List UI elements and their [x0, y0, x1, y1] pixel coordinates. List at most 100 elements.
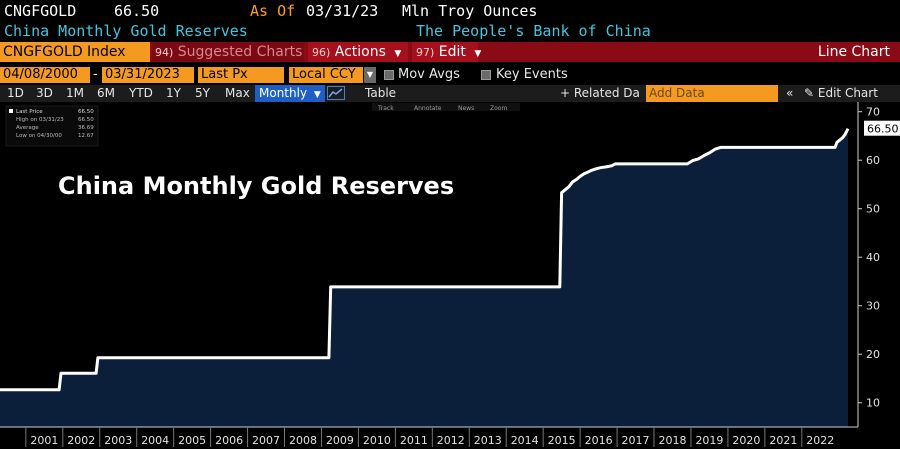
legend-high-value: 66.50 — [78, 117, 94, 123]
units-label: Mln Troy Ounces — [402, 2, 538, 20]
y-tick-label: 50 — [866, 203, 880, 216]
x-tick-label: 2006 — [215, 434, 243, 447]
range-button-ytd[interactable]: YTD — [129, 86, 153, 100]
start-date-field[interactable]: 04/08/2000 — [0, 67, 90, 83]
y-tick-label: 60 — [866, 154, 880, 167]
x-tick-label: 2004 — [141, 434, 169, 447]
add-data-input[interactable]: Add Data — [646, 85, 778, 102]
data-source: The People's Bank of China — [416, 22, 651, 40]
x-tick-label: 2008 — [289, 434, 317, 447]
currency-dropdown-icon[interactable]: ▼ — [364, 67, 376, 83]
edit-chart-button[interactable]: ✎ Edit Chart — [804, 85, 878, 102]
series-line — [0, 128, 850, 392]
range-button-3d[interactable]: 3D — [36, 86, 53, 100]
x-tick-label: 2013 — [474, 434, 502, 447]
price-field-select[interactable]: Last Px — [198, 67, 284, 83]
currency-select[interactable]: Local CCY — [289, 67, 363, 83]
annotate-tool[interactable]: Annotate — [414, 105, 442, 112]
range-toolbar: 1D 3D 1M 6M YTD 1Y 5Y Max Monthly ▼ Tabl… — [0, 85, 900, 102]
end-date-field[interactable]: 03/31/2023 — [102, 67, 194, 83]
x-tick-label: 2003 — [104, 434, 132, 447]
legend-swatch — [9, 109, 13, 113]
caret-down-icon: ▼ — [313, 90, 321, 100]
chart-overlay-title: China Monthly Gold Reserves — [58, 172, 454, 200]
edit-number: 97) — [416, 46, 435, 59]
line-chart[interactable]: Track Annotate News Zoom 10 20 30 40 50 60 70 2… — [0, 102, 900, 449]
y-tick-label: 20 — [866, 348, 880, 361]
ticker: CNGFGOLD — [4, 2, 77, 20]
security-header: CNGFGOLD 66.50 As Of 03/31/23 Mln Troy O… — [0, 0, 900, 22]
legend-average-label: Average — [16, 125, 39, 131]
table-button[interactable]: Table — [365, 86, 397, 100]
track-tool[interactable]: Track — [377, 105, 394, 112]
caret-down-icon: ▼ — [474, 49, 482, 59]
range-button-1m[interactable]: 1M — [66, 86, 84, 100]
security-description: China Monthly Gold Reserves — [4, 22, 248, 40]
x-tick-label: 2015 — [548, 434, 576, 447]
series-area — [0, 128, 848, 427]
menu-bar: CNGFGOLD Index 94) Suggested Charts 96) … — [0, 42, 900, 62]
key-events-checkbox[interactable] — [481, 70, 491, 80]
x-tick-label: 2020 — [732, 434, 760, 447]
legend-box: Last Price 66.50 High on 03/31/23 66.50 … — [5, 105, 99, 147]
suggested-charts-number: 94) — [155, 46, 174, 59]
x-tick-label: 2007 — [252, 434, 280, 447]
legend-low-label: Low on 04/30/00 — [16, 133, 62, 139]
edit-menu[interactable]: 97) Edit ▼ — [412, 42, 482, 62]
zoom-tool[interactable]: Zoom — [490, 105, 507, 112]
x-tick-label: 2014 — [511, 434, 539, 447]
legend-last-price-value: 66.50 — [78, 109, 94, 115]
y-tick-label: 30 — [866, 300, 880, 313]
caret-down-icon: ▼ — [394, 49, 402, 59]
as-of-label: As Of — [250, 2, 296, 20]
x-tick-label: 2002 — [67, 434, 95, 447]
collapse-icon[interactable]: « — [786, 86, 794, 100]
legend-last-price-label: Last Price — [16, 109, 43, 115]
mov-avgs-checkbox[interactable] — [384, 70, 394, 80]
news-tool[interactable]: News — [458, 105, 474, 112]
x-tick-label: 2019 — [695, 434, 723, 447]
mov-avgs-label: Mov Avgs — [398, 67, 460, 82]
x-tick-label: 2018 — [658, 434, 686, 447]
x-tick-label: 2005 — [178, 434, 206, 447]
legend-average-value: 36.69 — [78, 125, 94, 131]
y-tick-label: 70 — [866, 106, 880, 119]
y-tick-label: 40 — [866, 251, 880, 264]
chart-subtools: Track Annotate News Zoom — [372, 103, 520, 112]
related-data-button[interactable]: + Related Data — [560, 86, 640, 100]
plot-area: 10 20 30 40 50 60 70 2001 2002 2003 2004 2005 2006 20… — [0, 102, 880, 447]
line-chart-icon[interactable] — [327, 85, 349, 102]
last-value-label: 66.50 — [867, 123, 899, 136]
range-button-max[interactable]: Max — [225, 86, 250, 100]
frequency-label: Monthly — [259, 86, 308, 100]
legend-high-label: High on 03/31/23 — [16, 117, 64, 123]
last-value-tag: 66.50 — [864, 120, 900, 136]
range-button-1y[interactable]: 1Y — [166, 86, 181, 100]
security-description-row: China Monthly Gold Reserves The People's… — [0, 20, 900, 42]
date-separator: - — [93, 67, 98, 82]
last-price: 66.50 — [114, 2, 160, 20]
pencil-icon: ✎ — [804, 86, 815, 100]
frequency-select[interactable]: Monthly ▼ — [255, 85, 325, 102]
security-index-field[interactable]: CNGFGOLD Index — [0, 42, 150, 62]
suggested-charts-menu[interactable]: 94) Suggested Charts — [152, 42, 304, 62]
x-tick-label: 2012 — [437, 434, 465, 447]
x-tick-label: 2001 — [30, 434, 58, 447]
x-tick-label: 2011 — [400, 434, 428, 447]
x-tick-label: 2022 — [806, 434, 834, 447]
legend-low-value: 12.67 — [78, 133, 94, 139]
chart-controls-row: 04/08/2000 - 03/31/2023 Last Px Local CC… — [0, 66, 900, 84]
x-tick-label: 2016 — [585, 434, 613, 447]
actions-menu[interactable]: 96) Actions ▼ — [308, 42, 408, 62]
suggested-charts-label: Suggested Charts — [177, 44, 303, 60]
actions-number: 96) — [312, 46, 331, 59]
as-of-date: 03/31/23 — [306, 2, 379, 20]
chart-type-label[interactable]: Line Chart — [817, 44, 890, 60]
range-button-1d[interactable]: 1D — [7, 86, 24, 100]
range-button-5y[interactable]: 5Y — [195, 86, 210, 100]
x-tick-label: 2010 — [363, 434, 391, 447]
y-tick-label: 10 — [866, 397, 880, 410]
key-events-label: Key Events — [496, 67, 568, 82]
x-tick-label: 2017 — [622, 434, 650, 447]
range-button-6m[interactable]: 6M — [97, 86, 115, 100]
